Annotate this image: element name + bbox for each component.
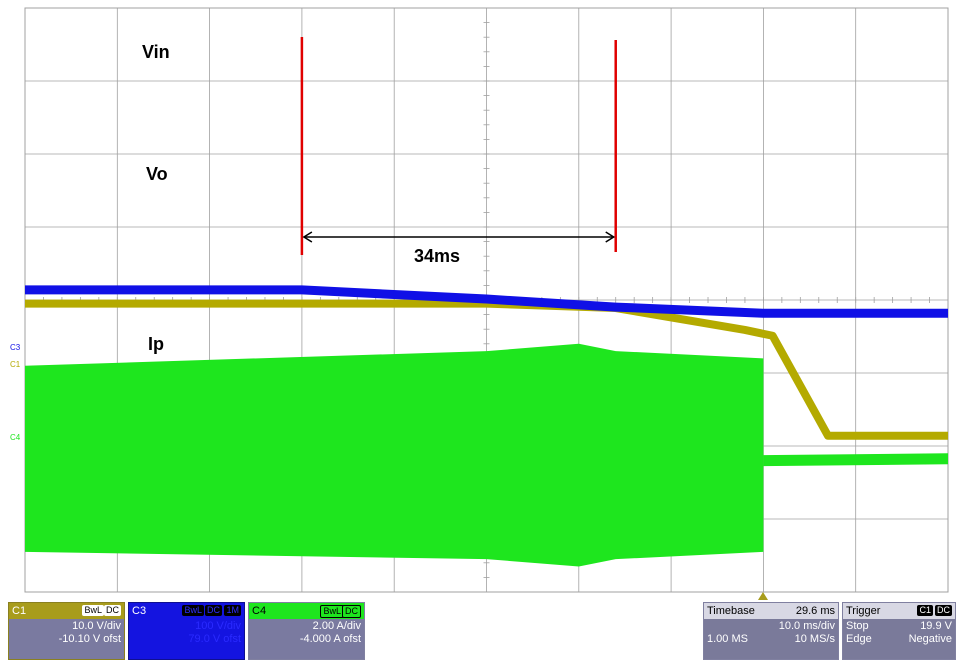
vo-trace: [25, 299, 948, 440]
c3-bw-badge: BwL: [182, 605, 204, 616]
c3-panel-header: C3 BwL DC 1M: [129, 603, 244, 619]
vin-label: Vin: [142, 42, 170, 62]
c4-marker: C4: [10, 433, 21, 442]
c4-panel-header: C4 BwL DC: [249, 603, 364, 619]
timebase-header: Timebase 29.6 ms: [704, 603, 838, 619]
c3-channel-panel[interactable]: C3 BwL DC 1M 100 V/div 79.0 V ofst: [128, 602, 245, 660]
interval-label: 34ms: [414, 246, 460, 266]
timebase-label: Timebase: [707, 605, 755, 617]
trigger-coupling-badge: DC: [935, 605, 952, 616]
trigger-type: Edge: [846, 633, 872, 645]
c4-offset: -4.000 A ofst: [299, 633, 361, 645]
timebase-sample-row: 1.00 MS 10 MS/s: [704, 633, 838, 646]
interval-arrowhead-right: [605, 231, 616, 243]
c1-bw-badge: BwL: [82, 605, 104, 616]
trigger-row-2: Edge Negative: [843, 633, 955, 646]
trigger-channel-badge: C1: [917, 605, 933, 616]
timebase-scale: 10.0 ms/div: [778, 620, 835, 632]
interval-arrowhead-left: [302, 231, 313, 243]
c4-scale: 2.00 A/div: [312, 620, 361, 632]
c1-offset: -10.10 V ofst: [58, 633, 121, 645]
trace-labels: Vin Vo Ip 34ms: [142, 42, 460, 354]
c1-marker: C1: [10, 360, 21, 369]
c1-channel-panel[interactable]: C1 BwL DC 10.0 V/div -10.10 V ofst: [8, 602, 125, 660]
c1-panel-header: C1 BwL DC: [9, 603, 124, 619]
cursors: [300, 37, 617, 255]
c1-coupling-badge: DC: [104, 605, 121, 616]
c3-scale: 100 V/div: [195, 620, 241, 632]
trigger-level: 19.9 V: [920, 620, 952, 632]
c4-coupling-badge: DC: [342, 605, 361, 618]
trigger-panel[interactable]: Trigger C1 DC Stop 19.9 V Edge Negative: [842, 602, 956, 660]
c3-offset: 79.0 V ofst: [188, 633, 241, 645]
timebase-samples: 1.00 MS: [707, 633, 748, 645]
c1-name: C1: [12, 605, 27, 617]
c4-name: C4: [252, 605, 267, 617]
c4-channel-panel[interactable]: C4 BwL DC 2.00 A/div -4.000 A ofst: [248, 602, 365, 660]
ip-label: Ip: [148, 334, 164, 354]
oscilloscope-plot: Vin Vo Ip 34ms C3 C1 C4: [10, 7, 949, 593]
ip-envelope: [25, 343, 764, 567]
timebase-panel[interactable]: Timebase 29.6 ms 10.0 ms/div 1.00 MS 10 …: [703, 602, 839, 660]
c1-scale: 10.0 V/div: [72, 620, 121, 632]
traces: [25, 285, 948, 567]
trigger-position-marker: [758, 592, 768, 600]
c3-name: C3: [132, 605, 147, 617]
vin-trace: [25, 285, 948, 318]
timebase-delay: 29.6 ms: [795, 605, 835, 617]
ip-envelope-after: [763, 453, 948, 467]
trigger-row-1: Stop 19.9 V: [843, 620, 955, 633]
vo-label: Vo: [146, 164, 168, 184]
c3-impedance-badge: 1M: [224, 605, 241, 616]
trigger-mode: Stop: [846, 620, 869, 632]
c3-marker: C3: [10, 343, 21, 352]
trigger-label: Trigger: [846, 605, 881, 617]
channel-markers: C3 C1 C4: [10, 343, 21, 442]
c3-coupling-badge: DC: [205, 605, 222, 616]
timebase-rate: 10 MS/s: [794, 633, 835, 645]
trigger-header: Trigger C1 DC: [843, 603, 955, 619]
trigger-slope: Negative: [908, 633, 952, 645]
c4-bw-badge: BwL: [320, 605, 344, 618]
